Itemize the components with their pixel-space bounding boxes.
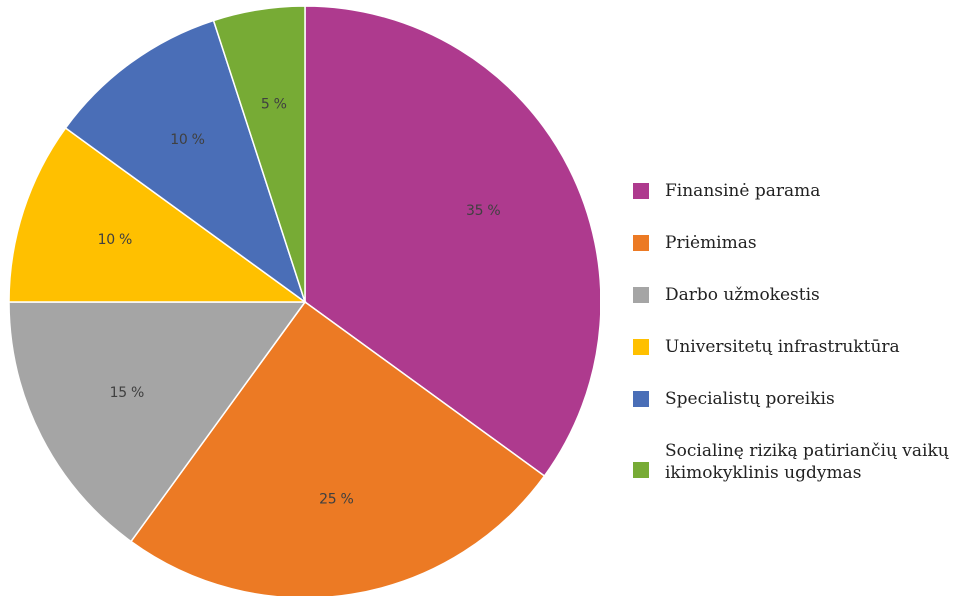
legend-item-priemimas: Priėmimas [633, 232, 963, 284]
legend-label: Universitetų infrastruktūra [665, 337, 900, 357]
legend-swatch [633, 235, 649, 251]
legend-swatch [633, 462, 649, 478]
pie-slice-finansine-parama [304, 5, 600, 478]
legend-item-specialistu-poreikis: Specialistų poreikis [633, 388, 963, 440]
legend-label: Finansinė parama [665, 181, 821, 201]
data-label-universitetu-infrastruktura: 10 % [98, 232, 132, 248]
legend-swatch [633, 287, 649, 303]
pie-data-labels: 35 % 25 % 15 % 10 % 10 % 5 % [98, 96, 501, 507]
data-label-finansine-parama: 35 % [466, 203, 500, 219]
data-label-specialistu-poreikis: 10 % [170, 132, 204, 148]
pie-chart: 35 % 25 % 15 % 10 % 10 % 5 % [8, 5, 600, 596]
data-label-darbo-uzmokestis: 15 % [110, 385, 144, 401]
legend-label: Socialinę riziką patiriančių vaikų ikimo… [665, 441, 949, 483]
legend-swatch [633, 391, 649, 407]
pie-slice-priemimas [129, 300, 546, 596]
legend-item-darbo-uzmokestis: Darbo užmokestis [633, 284, 963, 336]
pie-slice-socialine-rizika-patirianciu-vaiku-ikimokyklinis-ugdymas [212, 5, 306, 303]
pie-slice-specialistu-poreikis [64, 19, 307, 304]
legend-swatch [633, 339, 649, 355]
chart-legend: Finansinė parama Priėmimas Darbo užmokes… [633, 180, 963, 510]
legend-label: Specialistų poreikis [665, 389, 835, 409]
legend-swatch [633, 183, 649, 199]
legend-item-universitetu-infrastruktura: Universitetų infrastruktūra [633, 336, 963, 388]
legend-item-finansine-parama: Finansinė parama [633, 180, 963, 232]
legend-label: Darbo užmokestis [665, 285, 820, 305]
pie-slice-universitetu-infrastruktura [8, 126, 308, 303]
data-label-priemimas: 25 % [319, 492, 353, 508]
data-label-socialine-rizika-patirianciu-vaiku-ikimokyklinis-ugdymas: 5 % [261, 96, 287, 112]
legend-item-ikimokyklinis-ugdymas: Socialinę riziką patiriančių vaikų ikimo… [633, 440, 963, 510]
pie-slice-darbo-uzmokestis [8, 301, 307, 543]
legend-label: Priėmimas [665, 233, 757, 253]
pie-slices [8, 5, 600, 596]
